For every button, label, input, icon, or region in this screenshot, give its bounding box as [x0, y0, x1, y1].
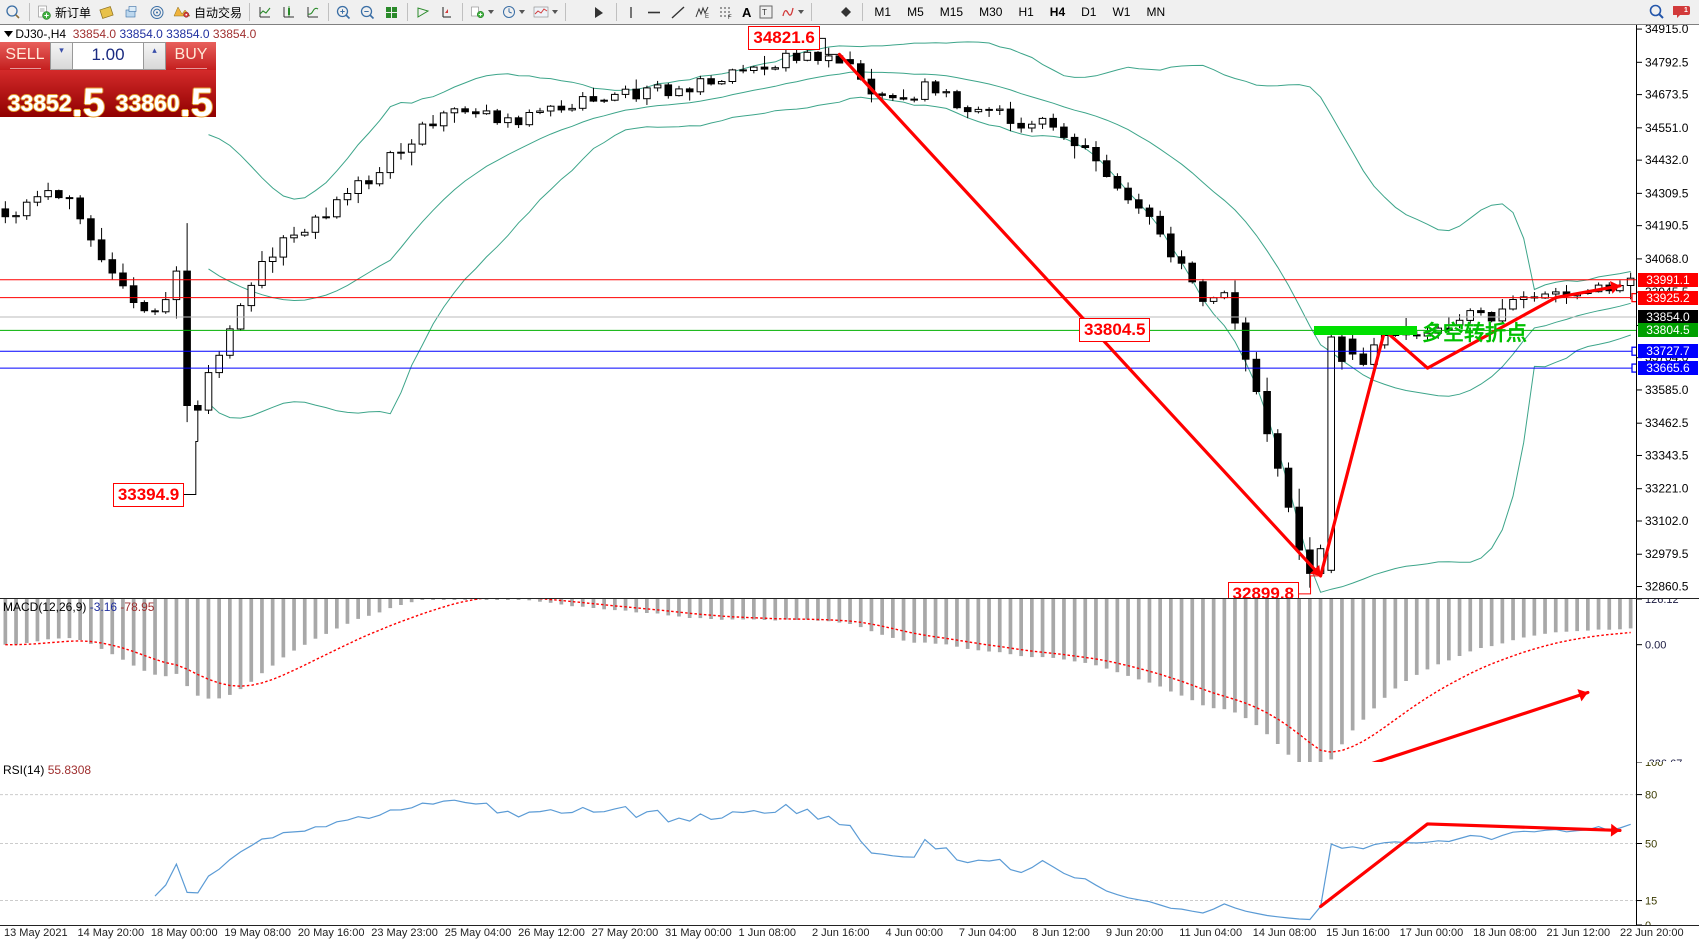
svg-text:80: 80: [1645, 790, 1657, 802]
svg-text:0.00: 0.00: [1645, 640, 1666, 652]
svg-text:34190.5: 34190.5: [1645, 219, 1689, 233]
svg-text:32979.5: 32979.5: [1645, 547, 1689, 561]
svg-text:E: E: [705, 14, 709, 20]
svg-text:F: F: [728, 15, 732, 20]
svg-text:32860.5: 32860.5: [1645, 580, 1689, 594]
svg-text:100: 100: [1645, 762, 1663, 769]
svg-text:50: 50: [1645, 839, 1657, 851]
svg-text:33221.0: 33221.0: [1645, 482, 1689, 496]
svg-text:34551.0: 34551.0: [1645, 121, 1689, 135]
svg-text:34432.0: 34432.0: [1645, 153, 1689, 167]
svg-text:34915.0: 34915.0: [1645, 25, 1689, 36]
svg-text:34068.0: 34068.0: [1645, 252, 1689, 266]
svg-text:33585.0: 33585.0: [1645, 383, 1689, 397]
svg-text:T: T: [762, 8, 767, 17]
svg-text:15: 15: [1645, 896, 1657, 908]
svg-text:34673.5: 34673.5: [1645, 88, 1689, 102]
svg-text:34792.5: 34792.5: [1645, 55, 1689, 69]
svg-text:33462.5: 33462.5: [1645, 416, 1689, 430]
svg-text:33102.0: 33102.0: [1645, 514, 1689, 528]
svg-text:33343.5: 33343.5: [1645, 448, 1689, 462]
svg-text:1: 1: [1684, 7, 1688, 14]
svg-text:34309.5: 34309.5: [1645, 186, 1689, 200]
svg-text:126.12: 126.12: [1645, 599, 1679, 606]
